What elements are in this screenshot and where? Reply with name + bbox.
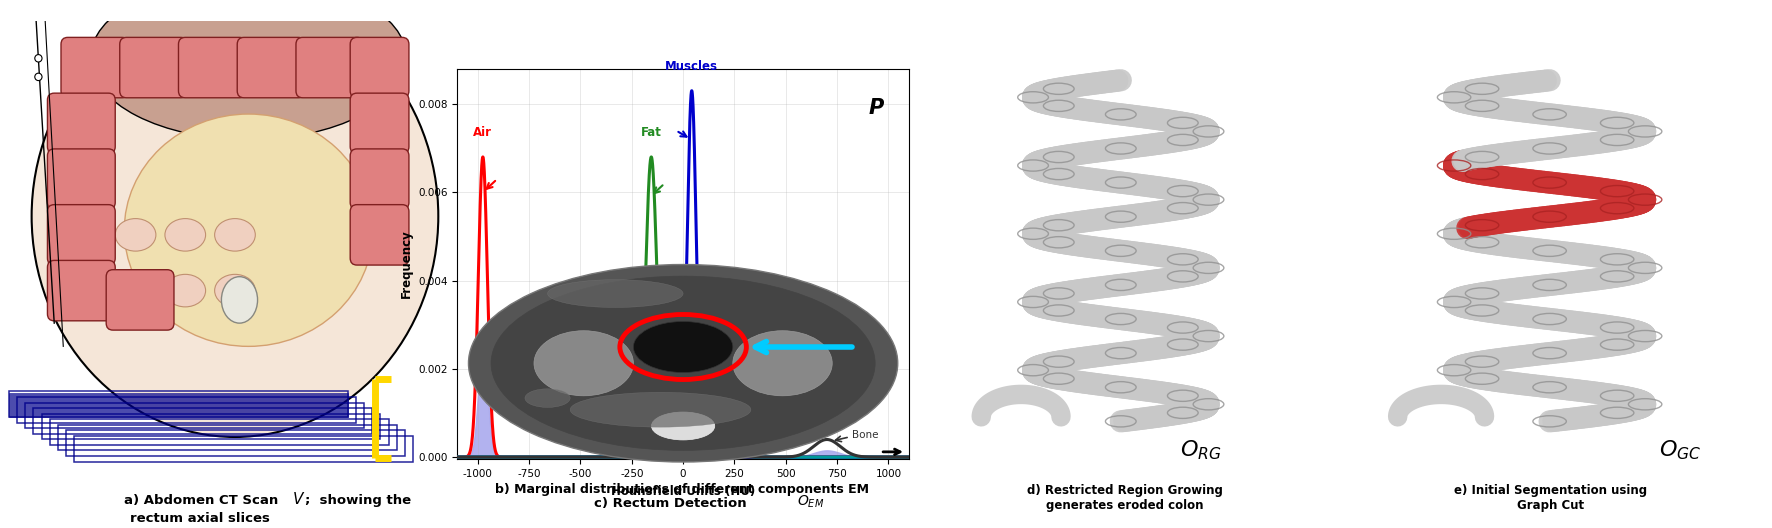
Circle shape [35,73,43,81]
Ellipse shape [214,275,255,307]
FancyBboxPatch shape [48,93,115,154]
FancyBboxPatch shape [48,205,115,265]
Text: $\mathit{V}$: $\mathit{V}$ [292,491,307,507]
X-axis label: Hounsfield Units (HU): Hounsfield Units (HU) [611,485,755,497]
Ellipse shape [491,276,875,450]
FancyBboxPatch shape [48,260,115,321]
Ellipse shape [214,219,255,251]
FancyBboxPatch shape [351,205,409,265]
Text: Muscles: Muscles [664,60,718,73]
Text: ;  showing the: ; showing the [305,494,411,507]
FancyBboxPatch shape [351,37,409,98]
Ellipse shape [649,326,718,354]
Circle shape [633,322,734,373]
FancyBboxPatch shape [106,270,174,330]
Text: d) Restricted Region Growing
generates eroded colon: d) Restricted Region Growing generates e… [1028,484,1223,512]
FancyBboxPatch shape [179,37,246,98]
Ellipse shape [533,331,633,396]
Ellipse shape [525,389,571,408]
FancyBboxPatch shape [48,149,115,209]
Ellipse shape [115,219,156,251]
Polygon shape [9,393,347,417]
FancyBboxPatch shape [60,37,129,98]
Ellipse shape [115,275,156,307]
Ellipse shape [32,0,438,437]
FancyBboxPatch shape [237,37,305,98]
Ellipse shape [548,280,682,307]
Ellipse shape [222,277,257,323]
Y-axis label: Frequency: Frequency [399,230,413,298]
Text: e) Initial Segmentation using
Graph Cut: e) Initial Segmentation using Graph Cut [1455,484,1646,512]
Text: Fluid: Fluid [758,423,785,433]
Ellipse shape [734,331,833,396]
Circle shape [35,54,43,62]
Ellipse shape [165,275,206,307]
Text: a) Abdomen CT Scan: a) Abdomen CT Scan [124,494,284,507]
FancyBboxPatch shape [296,37,363,98]
Ellipse shape [652,412,714,440]
FancyBboxPatch shape [120,37,188,98]
Text: rectum axial slices: rectum axial slices [131,512,269,525]
FancyBboxPatch shape [351,149,409,209]
Text: Fat: Fat [641,126,661,139]
Ellipse shape [571,392,751,427]
Text: Air: Air [473,126,493,139]
Text: c) Rectum Detection: c) Rectum Detection [594,496,751,510]
Text: b) Marginal distributions of different components EM: b) Marginal distributions of different c… [494,483,870,496]
Ellipse shape [124,114,372,346]
Ellipse shape [165,219,206,251]
Text: P: P [868,98,884,118]
Ellipse shape [90,0,408,139]
Text: $\mathit{O}_{GC}$: $\mathit{O}_{GC}$ [1659,438,1701,461]
FancyBboxPatch shape [351,93,409,154]
Text: $\mathit{O}_{RG}$: $\mathit{O}_{RG}$ [1180,438,1221,461]
Text: Bone: Bone [852,430,879,440]
Ellipse shape [468,265,898,462]
Text: $\mathit{O}_{EM}$: $\mathit{O}_{EM}$ [797,493,824,510]
